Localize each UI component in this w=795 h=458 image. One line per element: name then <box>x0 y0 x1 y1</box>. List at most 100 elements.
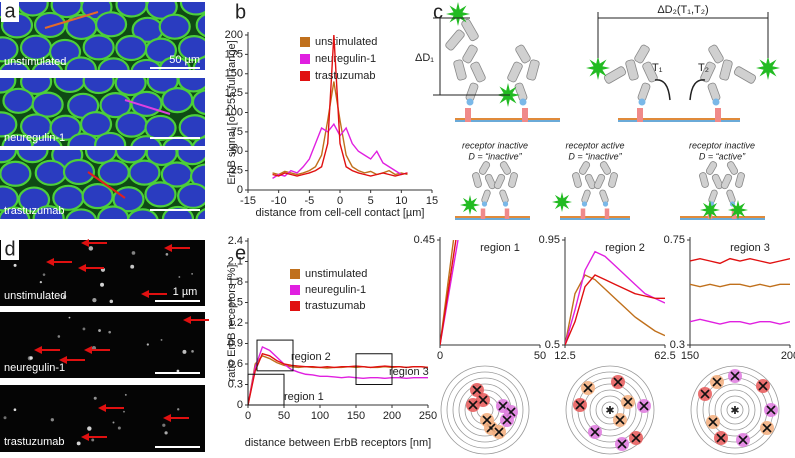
legend-swatch <box>300 54 310 64</box>
region-annotation: region 1 <box>284 391 324 403</box>
cell <box>65 208 98 219</box>
cell <box>128 159 161 186</box>
x-tick-label: 250 <box>419 410 437 422</box>
y-tick-label: 0.45 <box>414 234 435 246</box>
receptor-domain <box>572 172 582 188</box>
x-axis-label: distance between ErbB receptors [nm] <box>245 437 431 449</box>
cell <box>48 38 82 66</box>
membrane <box>560 218 630 220</box>
localization <box>583 383 593 393</box>
t2-label: T₂ <box>698 62 709 74</box>
spot <box>62 294 67 299</box>
micrograph <box>0 2 205 70</box>
cell <box>177 182 205 209</box>
binding-site <box>466 98 474 106</box>
y-axis-label: ratio ErbB receptors [%] <box>226 265 238 382</box>
receptor-domain <box>733 66 757 84</box>
data-line <box>248 345 428 405</box>
y-tick-label: 0 <box>237 399 243 411</box>
cell <box>179 2 205 16</box>
x-tick-label: -5 <box>304 195 314 207</box>
state-title: receptor active <box>565 140 624 150</box>
cell <box>115 111 148 138</box>
spot <box>177 408 180 411</box>
annotation-line <box>124 99 171 115</box>
localization <box>482 415 492 425</box>
distance-ring <box>601 401 619 419</box>
cell <box>144 37 178 64</box>
receptor-domain <box>472 172 482 188</box>
spot <box>13 263 17 267</box>
receptor-domain <box>514 82 528 102</box>
cell <box>144 181 177 208</box>
cell <box>31 60 64 70</box>
center-mark: ✱ <box>730 405 739 417</box>
cell <box>62 158 96 186</box>
binding-site <box>581 201 588 207</box>
receptor-domain <box>726 189 736 204</box>
x-tick-label: 15 <box>426 195 438 207</box>
arrow-head <box>183 316 191 324</box>
membrane <box>618 118 740 120</box>
image-label: unstimulated <box>4 290 66 302</box>
binding-site <box>519 98 527 106</box>
localization <box>617 439 627 449</box>
x-tick-label: 0 <box>337 195 343 207</box>
localization <box>738 435 748 445</box>
data-line <box>690 283 790 288</box>
legend-label: trastuzumab <box>305 300 366 312</box>
receptor-domain <box>708 189 718 204</box>
x-tick-label: 50 <box>278 410 290 422</box>
delta-d2-label: ΔD₂(T₁,T₂) <box>657 4 708 16</box>
arrow-head <box>78 264 86 272</box>
localization <box>613 377 623 387</box>
transmembrane <box>637 108 643 122</box>
distance-ring <box>595 395 625 425</box>
delta-d1-label: ΔD₁ <box>415 52 434 64</box>
y-tick-label: 2.1 <box>228 255 243 267</box>
arrow-head <box>141 290 149 298</box>
cell <box>17 186 51 213</box>
receptor-domain <box>707 82 721 102</box>
x-tick-label: -10 <box>271 195 287 207</box>
arrow-head <box>81 239 89 247</box>
receptor-domain <box>578 161 591 175</box>
panel-letter: b <box>235 1 246 23</box>
state-d: D = “active” <box>699 151 746 161</box>
x-tick-label: 5 <box>368 195 374 207</box>
transmembrane <box>480 208 486 219</box>
receptor-domain <box>508 172 518 188</box>
spot <box>76 441 81 446</box>
localization <box>639 401 649 411</box>
cell <box>64 56 97 70</box>
cell <box>0 150 18 164</box>
receptor-domain <box>735 172 745 188</box>
y-tick-label: 1.2 <box>228 317 243 329</box>
panel-letter: e <box>235 242 246 264</box>
y-axis-label: ErbB signal [of 255 full range] <box>226 40 238 184</box>
region-annotation: region 2 <box>291 351 331 363</box>
receptor-domain <box>599 189 609 204</box>
data-line <box>248 352 428 405</box>
legend-swatch <box>300 71 310 81</box>
receptor-domain <box>625 59 639 81</box>
receptor-domain <box>700 61 716 83</box>
rotation-arrow <box>654 79 671 101</box>
localization <box>708 417 718 427</box>
arrow-head <box>46 258 54 266</box>
cell <box>31 91 64 118</box>
scale-bar-label: 50 µm <box>169 54 200 66</box>
spot <box>109 299 114 304</box>
x-axis-label: distance from cell-cell contact [µm] <box>256 207 425 219</box>
spot <box>3 416 7 420</box>
receptor-domain <box>481 189 491 204</box>
panel-letter-bg <box>1 240 19 260</box>
spot <box>123 410 125 413</box>
binding-site <box>602 201 609 207</box>
cell <box>158 56 191 70</box>
membrane <box>455 216 530 218</box>
data-line <box>565 274 665 345</box>
receptor-domain <box>465 82 479 102</box>
fluorophore <box>700 200 720 220</box>
spot <box>164 431 168 435</box>
